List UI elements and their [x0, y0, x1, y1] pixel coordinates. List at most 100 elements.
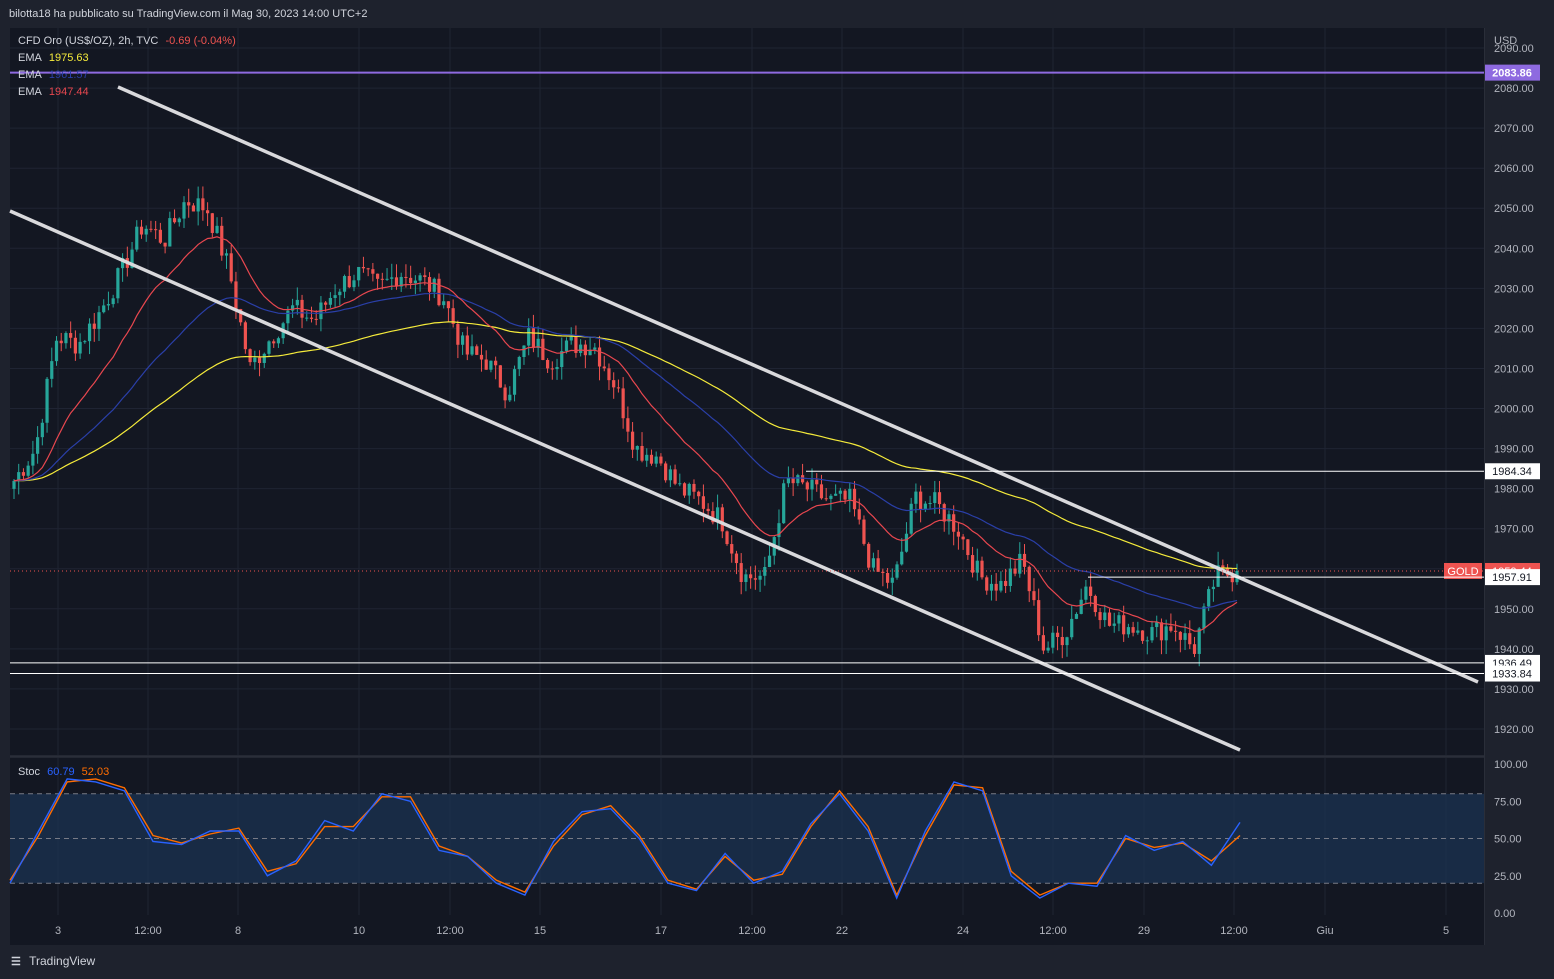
- y-tick-label: 1930.00: [1494, 684, 1534, 696]
- candle-body: [1079, 599, 1083, 614]
- candle-body: [706, 508, 710, 512]
- candle-body: [59, 340, 63, 344]
- ema-legend-2[interactable]: EMA 1961.57: [18, 69, 93, 81]
- channel-lower-line: [9, 209, 1241, 752]
- candle-body: [1004, 580, 1008, 586]
- price-tag-bg: [1484, 665, 1540, 682]
- candle-body: [862, 519, 866, 544]
- x-tick-label: 22: [836, 925, 848, 937]
- candle-body: [498, 365, 502, 388]
- candle-body: [673, 469, 677, 484]
- y-tick-label: 2080.00: [1494, 83, 1534, 95]
- ema-label: EMA: [18, 69, 42, 81]
- candle-body: [819, 484, 824, 499]
- candle-body: [786, 477, 791, 484]
- candle-body: [1018, 553, 1022, 574]
- candle-body: [588, 349, 592, 356]
- candle-body: [371, 269, 375, 274]
- candle-body: [102, 305, 106, 313]
- candle-body: [848, 488, 852, 500]
- candle-body: [92, 323, 96, 329]
- candle-body: [375, 273, 380, 279]
- ema-legend-3[interactable]: EMA 1947.44: [18, 86, 93, 98]
- candles-group: [12, 186, 1239, 667]
- candle-body: [545, 359, 550, 369]
- candle-body: [829, 495, 833, 499]
- candle-body: [17, 472, 21, 481]
- candle-body: [952, 514, 956, 532]
- candle-body: [1060, 637, 1064, 646]
- candle-body: [961, 536, 965, 540]
- y-tick-label: 1980.00: [1494, 484, 1534, 496]
- ema-slow-line: [13, 321, 1238, 570]
- candle-body: [782, 483, 786, 524]
- candle-body: [777, 523, 781, 538]
- ema-legend-1[interactable]: EMA 1975.63: [18, 52, 93, 64]
- candle-body: [824, 498, 828, 500]
- candle-body: [885, 573, 890, 583]
- candle-body: [380, 278, 384, 280]
- candle-body: [111, 298, 115, 305]
- candle-body: [347, 276, 351, 288]
- candle-body: [404, 276, 408, 278]
- candle-body: [876, 558, 880, 572]
- candle-body: [413, 280, 417, 284]
- candle-body: [541, 338, 545, 360]
- candle-body: [508, 394, 512, 401]
- candle-body: [163, 242, 167, 247]
- candle-body: [583, 344, 587, 356]
- price-tag-bg: [1484, 64, 1540, 81]
- candle-body: [612, 380, 616, 388]
- candle-body: [272, 341, 276, 344]
- candle-body: [177, 218, 181, 223]
- candle-body: [895, 564, 899, 578]
- candle-body: [1183, 633, 1187, 640]
- candle-body: [744, 574, 748, 582]
- candle-body: [616, 387, 621, 389]
- y-tick-label: 1970.00: [1494, 524, 1534, 536]
- candle-body: [442, 301, 446, 306]
- candle-body: [1098, 612, 1102, 621]
- candle-body: [890, 577, 894, 583]
- candle-body: [229, 253, 233, 282]
- candle-body: [711, 511, 715, 523]
- candle-body: [843, 490, 847, 500]
- publish-header: bilotta18 ha pubblicato su TradingView.c…: [0, 0, 1554, 28]
- candle-body: [309, 317, 314, 319]
- candle-body: [1188, 633, 1192, 645]
- candle-body: [923, 503, 927, 510]
- candle-body: [1136, 630, 1140, 633]
- symbol-legend[interactable]: CFD Oro (US$/OZ), 2h, TVC -0.69 (-0.04%): [18, 35, 240, 47]
- candle-body: [234, 281, 238, 310]
- candle-body: [659, 456, 663, 464]
- tradingview-logo[interactable]: ☰ TradingView: [11, 954, 95, 968]
- candle-body: [1070, 618, 1074, 638]
- candle-body: [796, 475, 800, 484]
- x-tick-label: 10: [353, 925, 365, 937]
- candle-body: [800, 475, 805, 483]
- candle-body: [933, 492, 937, 504]
- symbol-tag-label: GOLD: [1447, 566, 1478, 578]
- candle-body: [1140, 630, 1145, 641]
- stoc-legend[interactable]: Stoc 60.79 52.03: [18, 766, 113, 778]
- candle-body: [361, 266, 366, 269]
- candle-body: [692, 483, 696, 492]
- x-tick-label: 24: [957, 925, 969, 937]
- candle-body: [1032, 591, 1036, 601]
- candle-body: [810, 479, 814, 490]
- candle-body: [172, 218, 177, 223]
- candle-body: [914, 491, 918, 504]
- candle-body: [73, 337, 77, 354]
- y-tick-label: 2040.00: [1494, 243, 1534, 255]
- candle-body: [1112, 623, 1116, 626]
- candle-body: [1008, 568, 1012, 586]
- candle-body: [460, 335, 465, 345]
- candle-body: [805, 482, 809, 490]
- ema-label: EMA: [18, 52, 42, 64]
- candle-body: [144, 228, 148, 235]
- candle-body: [626, 418, 630, 432]
- candle-body: [1211, 586, 1215, 590]
- footer-bar: [0, 948, 1554, 979]
- candle-body: [815, 479, 819, 485]
